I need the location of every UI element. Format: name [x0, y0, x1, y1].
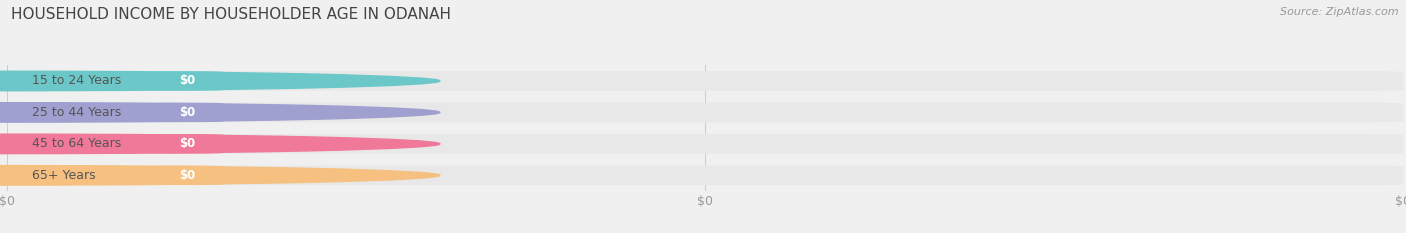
Text: $0: $0 — [179, 137, 195, 150]
FancyBboxPatch shape — [7, 71, 224, 91]
FancyBboxPatch shape — [150, 103, 224, 122]
FancyBboxPatch shape — [7, 134, 1403, 154]
Circle shape — [0, 134, 440, 154]
FancyBboxPatch shape — [7, 166, 224, 185]
Text: $0: $0 — [179, 106, 195, 119]
Circle shape — [0, 166, 440, 185]
FancyBboxPatch shape — [150, 71, 224, 91]
Text: HOUSEHOLD INCOME BY HOUSEHOLDER AGE IN ODANAH: HOUSEHOLD INCOME BY HOUSEHOLDER AGE IN O… — [11, 7, 451, 22]
FancyBboxPatch shape — [7, 166, 1403, 185]
FancyBboxPatch shape — [150, 166, 224, 185]
Text: $0: $0 — [179, 169, 195, 182]
FancyBboxPatch shape — [7, 134, 224, 154]
Text: 15 to 24 Years: 15 to 24 Years — [32, 75, 121, 87]
Text: 65+ Years: 65+ Years — [32, 169, 96, 182]
Text: Source: ZipAtlas.com: Source: ZipAtlas.com — [1281, 7, 1399, 17]
Circle shape — [0, 103, 440, 122]
FancyBboxPatch shape — [7, 103, 224, 122]
Text: 25 to 44 Years: 25 to 44 Years — [32, 106, 121, 119]
Circle shape — [0, 71, 440, 91]
FancyBboxPatch shape — [7, 103, 1403, 122]
FancyBboxPatch shape — [7, 71, 1403, 91]
Text: 45 to 64 Years: 45 to 64 Years — [32, 137, 121, 150]
Text: $0: $0 — [179, 75, 195, 87]
FancyBboxPatch shape — [150, 134, 224, 154]
